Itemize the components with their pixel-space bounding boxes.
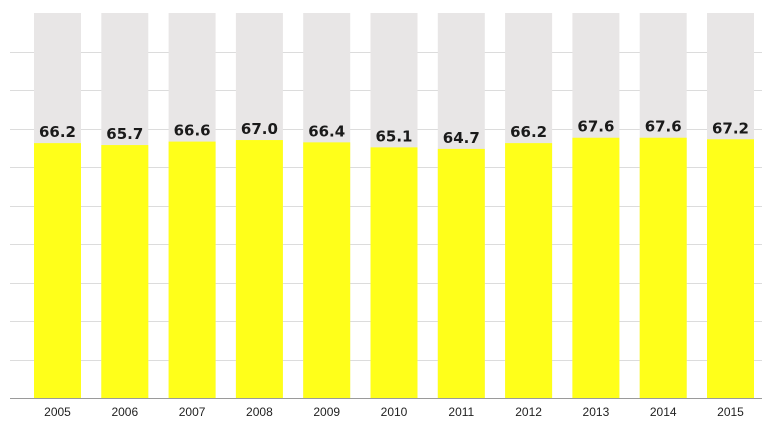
value-label-2009: 66.4 <box>308 122 345 140</box>
bar-2014 <box>639 137 687 399</box>
x-tick-label-2011: 2011 <box>448 405 474 419</box>
bar-2012 <box>505 143 553 398</box>
x-tick-labels: 2005 2006 2007 2008 2009 2010 2011 2012 2013 2014… <box>44 405 744 419</box>
bar-2007 <box>168 141 216 398</box>
bar-2015 <box>707 139 754 398</box>
x-tick-label-2014: 2014 <box>650 405 677 419</box>
bar-2013 <box>572 137 620 399</box>
x-tick-label-2007: 2007 <box>179 405 206 419</box>
x-tick-label-2013: 2013 <box>583 405 610 419</box>
bar-2011 <box>437 148 485 398</box>
value-label-2010: 65.1 <box>375 127 412 145</box>
bar-2009 <box>303 142 351 398</box>
bar-2006 <box>101 145 149 398</box>
value-label-2006: 65.7 <box>106 125 143 143</box>
x-tick-label-2008: 2008 <box>246 405 273 419</box>
x-tick-label-2012: 2012 <box>515 405 542 419</box>
value-labels: 66.2 65.7 66.6 67.0 66.4 65.1 64.7 66.2 67.6 67.6… <box>39 118 749 147</box>
bars <box>34 137 754 399</box>
value-label-2007: 66.6 <box>174 122 211 140</box>
x-tick-label-2010: 2010 <box>381 405 408 419</box>
value-label-2011: 64.7 <box>443 129 480 147</box>
x-tick-label-2005: 2005 <box>44 405 71 419</box>
x-tick-label-2009: 2009 <box>313 405 340 419</box>
value-label-2015: 67.2 <box>712 119 749 137</box>
value-label-2013: 67.6 <box>577 118 614 136</box>
bar-2008 <box>235 140 283 399</box>
value-label-2012: 66.2 <box>510 123 547 141</box>
value-label-2014: 67.6 <box>645 118 682 136</box>
x-tick-label-2006: 2006 <box>111 405 138 419</box>
bar-2010 <box>370 147 418 398</box>
value-label-2005: 66.2 <box>39 123 76 141</box>
x-tick-label-2015: 2015 <box>717 405 744 419</box>
bar-2005 <box>34 143 81 398</box>
value-label-2008: 67.0 <box>241 120 278 138</box>
